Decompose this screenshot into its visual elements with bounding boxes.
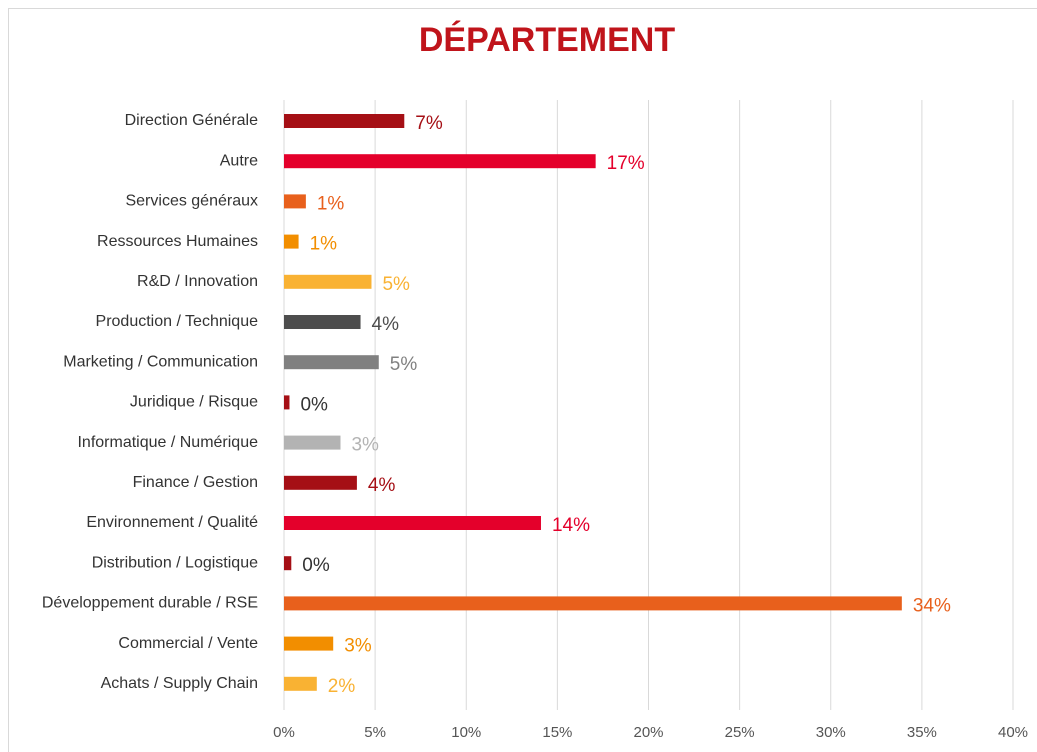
value-label: 1% <box>310 234 338 255</box>
bar <box>284 194 306 209</box>
bar <box>284 676 317 691</box>
x-tick-label: 5% <box>364 724 386 741</box>
value-label: 5% <box>382 274 410 295</box>
x-tick-label: 15% <box>542 724 572 741</box>
y-tick-label: R&D / Innovation <box>137 273 258 290</box>
bar <box>284 636 334 651</box>
value-label: 34% <box>913 595 951 616</box>
value-label: 3% <box>351 435 379 456</box>
y-tick-label: Environnement / Qualité <box>86 514 258 531</box>
y-tick-label: Services généraux <box>125 193 258 210</box>
y-tick-label: Commercial / Vente <box>118 635 258 652</box>
value-label: 0% <box>302 555 330 576</box>
value-label: 17% <box>607 153 645 174</box>
value-label: 4% <box>368 475 396 496</box>
value-label: 3% <box>344 636 372 657</box>
value-label: 7% <box>415 113 443 134</box>
value-label: 14% <box>552 515 590 536</box>
x-tick-label: 40% <box>998 724 1028 741</box>
value-label: 5% <box>390 354 418 375</box>
x-tick-label: 10% <box>451 724 481 741</box>
x-tick-label: 0% <box>273 724 295 741</box>
bar <box>284 475 357 490</box>
y-tick-label: Direction Générale <box>125 112 259 129</box>
bar <box>284 596 902 611</box>
bar <box>284 234 299 249</box>
value-label: 0% <box>300 394 328 415</box>
bar <box>284 435 341 450</box>
x-tick-label: 25% <box>725 724 755 741</box>
y-tick-label: Finance / Gestion <box>133 474 258 491</box>
bar <box>284 315 361 329</box>
x-tick-label: 20% <box>633 724 663 741</box>
y-tick-label: Marketing / Communication <box>63 353 258 370</box>
y-tick-label: Ressources Humaines <box>97 233 258 250</box>
y-tick-label: Production / Technique <box>96 313 259 330</box>
bar <box>284 395 290 410</box>
y-tick-label: Juridique / Risque <box>130 394 258 411</box>
y-tick-label: Autre <box>220 152 258 169</box>
value-label: 4% <box>372 314 400 335</box>
x-tick-label: 30% <box>816 724 846 741</box>
x-tick-label: 35% <box>907 724 937 741</box>
chart-border <box>8 8 1037 752</box>
bar <box>284 556 292 571</box>
bar <box>284 154 596 169</box>
bar <box>284 355 379 370</box>
y-tick-label: Informatique / Numérique <box>77 434 258 451</box>
bar <box>284 274 372 289</box>
value-label: 2% <box>328 676 356 697</box>
chart-title: DÉPARTEMENT <box>419 21 675 59</box>
y-tick-label: Achats / Supply Chain <box>101 675 258 692</box>
y-tick-label: Développement durable / RSE <box>42 595 258 612</box>
y-tick-label: Distribution / Logistique <box>92 554 258 571</box>
bar <box>284 516 541 530</box>
value-label: 1% <box>317 193 345 214</box>
bar <box>284 114 405 128</box>
